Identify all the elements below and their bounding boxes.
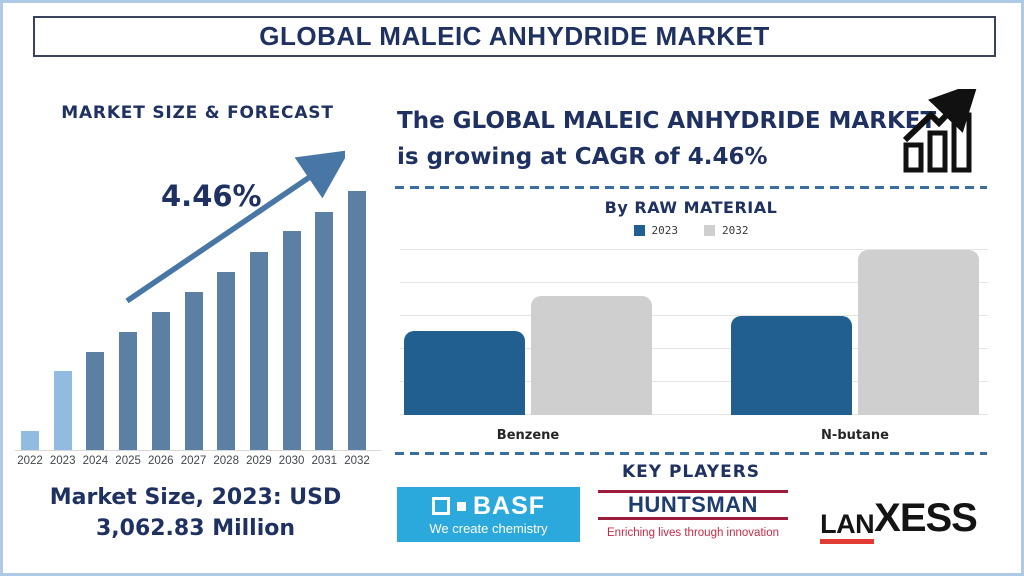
basf-solid-square-icon [456, 501, 466, 511]
forecast-bar-2023 [53, 371, 72, 450]
forecast-bar-2031 [315, 211, 334, 450]
huntsman-top-rule [598, 490, 788, 493]
gridline [400, 249, 988, 250]
year-label: 2028 [213, 455, 239, 467]
market-forecast-chart [15, 191, 383, 450]
market-size-caption: Market Size, 2023: USD 3,062.83 Million [8, 482, 383, 544]
growth-statement-line-1: The GLOBAL MALEIC ANHYDRIDE MARKET [397, 108, 937, 134]
dashed-divider-top [395, 186, 987, 189]
benzene-2032-bar [531, 296, 652, 415]
huntsman-name: HUNTSMAN [628, 492, 758, 517]
lanxess-name-part2: XESS [874, 496, 978, 540]
forecast-bar-2032 [348, 191, 366, 450]
year-label: 2031 [311, 455, 338, 467]
category-label-n-butane: N-butane [821, 428, 889, 443]
raw-material-chart-title: By RAW MATERIAL [604, 198, 778, 217]
basf-logo: BASF We create chemistry [397, 487, 580, 542]
legend-swatch-2023 [633, 225, 645, 236]
legend-label-2032: 2032 [722, 224, 749, 237]
huntsman-bottom-rule [598, 517, 788, 520]
caption-line-1: Market Size, 2023: USD [49, 485, 342, 510]
bar-growth-icon [902, 89, 978, 173]
year-label: 2026 [148, 455, 174, 467]
raw-material-legend: 2023 2032 [395, 224, 987, 237]
dashed-divider-bottom [395, 452, 987, 455]
legend-label-2023: 2023 [651, 224, 679, 237]
gridline [400, 282, 988, 283]
growth-statement-line-2: is growing at CAGR of 4.46% [397, 144, 768, 170]
legend-item-2023: 2023 [633, 224, 679, 237]
year-label: 2030 [278, 455, 305, 467]
forecast-bar-2028 [217, 272, 236, 450]
legend-swatch-2032 [704, 225, 715, 236]
raw-material-category-labels: Benzene N-butane [400, 428, 988, 444]
year-label: 2024 [82, 455, 109, 467]
legend-item-2032: 2032 [704, 224, 749, 237]
forecast-chart-title: MARKET SIZE & FORECAST [61, 103, 334, 123]
forecast-bar-2026 [151, 311, 170, 450]
huntsman-tagline: Enriching lives through innovation [607, 527, 779, 539]
year-label: 2022 [17, 455, 43, 467]
basf-name: BASF [472, 491, 546, 520]
n-butane-2032-bar [858, 250, 979, 415]
key-players-heading: KEY PLAYERS [621, 462, 761, 482]
n-butane-2023-bar [731, 316, 852, 415]
basf-wordmark: BASF [431, 491, 546, 520]
forecast-bar-2022 [21, 430, 39, 450]
forecast-bar-2030 [282, 231, 301, 450]
forecast-bar-2024 [86, 351, 105, 450]
year-label: 2023 [49, 455, 76, 467]
growth-statement: The GLOBAL MALEIC ANHYDRIDE MARKET is gr… [397, 103, 936, 175]
huntsman-logo: HUNTSMAN Enriching lives through innovat… [598, 490, 788, 545]
cagr-annotation: 4.46% [161, 179, 262, 213]
gridline [400, 414, 988, 415]
lanxess-name-part1: LAN [820, 511, 875, 544]
basf-tagline: We create chemistry [429, 520, 548, 536]
caption-line-2: 3,062.83 Million [95, 516, 296, 541]
year-label: 2025 [115, 455, 141, 467]
basf-outline-square-icon [431, 497, 450, 515]
gridline [400, 348, 988, 349]
forecast-x-axis [15, 450, 381, 451]
benzene-2023-bar [404, 330, 525, 415]
year-label: 2027 [180, 455, 207, 467]
page-title: GLOBAL MALEIC ANHYDRIDE MARKET [259, 21, 770, 51]
gridline [400, 315, 988, 316]
forecast-year-labels: 2022 2023 2024 2025 2026 2027 2028 2029 2030 2031… [15, 455, 383, 469]
raw-material-chart [400, 249, 988, 415]
category-label-benzene: Benzene [496, 428, 560, 443]
lanxess-logo: LAN XESS [806, 490, 991, 544]
forecast-bar-2027 [184, 291, 203, 450]
forecast-bar-2029 [249, 251, 268, 450]
growth-arrow-icon [125, 150, 345, 304]
year-label: 2032 [344, 455, 370, 467]
title-banner: GLOBAL MALEIC ANHYDRIDE MARKET [33, 16, 996, 57]
year-label: 2029 [246, 455, 272, 467]
forecast-bar-2025 [119, 331, 138, 450]
gridline [400, 381, 988, 382]
